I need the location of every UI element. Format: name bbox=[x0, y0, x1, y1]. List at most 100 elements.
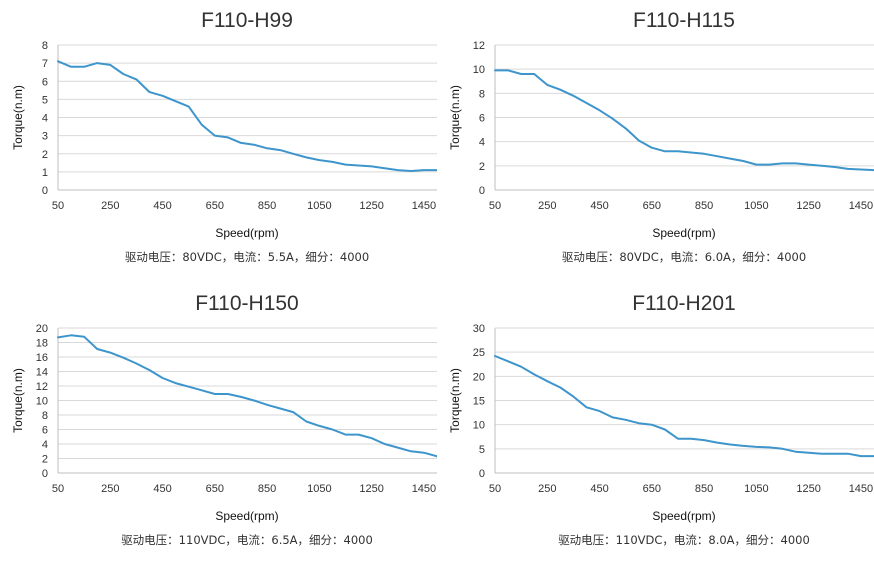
data-point bbox=[494, 69, 496, 71]
chart-panel-4: F110-H201 0 5 10 15 20 25 30 50 250 450 650 850 1050 1… bbox=[437, 283, 874, 565]
data-point bbox=[305, 156, 307, 158]
y-tick-label: 4 bbox=[42, 113, 48, 125]
data-point bbox=[240, 396, 242, 398]
chart-title: F110-H201 bbox=[632, 292, 736, 315]
data-point bbox=[507, 360, 509, 362]
y-tick-label: 0 bbox=[479, 468, 485, 480]
data-point bbox=[227, 136, 229, 138]
x-tick-label: 650 bbox=[643, 483, 661, 495]
y-tick-label: 5 bbox=[479, 444, 485, 456]
data-point bbox=[135, 78, 137, 80]
data-point bbox=[612, 118, 614, 120]
data-point bbox=[703, 153, 705, 155]
data-point bbox=[664, 150, 666, 152]
x-tick-label: 1050 bbox=[307, 200, 331, 212]
x-tick-label: 50 bbox=[52, 200, 64, 212]
data-point bbox=[279, 408, 281, 410]
y-tick-label: 7 bbox=[42, 58, 48, 70]
data-point bbox=[397, 447, 399, 449]
data-point bbox=[384, 443, 386, 445]
chart-4: F110-H201 0 5 10 15 20 25 30 50 250 450 650 850 1050 1… bbox=[448, 292, 874, 547]
chart-panel-1: F110-H99 0 1 2 3 4 5 6 7 8 50 250 450 650 850 1050 1250 1… bbox=[0, 0, 437, 282]
x-tick-label: 450 bbox=[590, 483, 608, 495]
x-tick-label: 1450 bbox=[412, 483, 436, 495]
data-point bbox=[162, 377, 164, 379]
data-point bbox=[162, 95, 164, 97]
y-tick-label: 6 bbox=[42, 425, 48, 437]
data-point bbox=[599, 410, 601, 412]
y-tick-label: 8 bbox=[42, 410, 48, 422]
x-tick-label: 650 bbox=[206, 200, 224, 212]
data-point bbox=[599, 109, 601, 111]
y-tick-label: 4 bbox=[42, 439, 48, 451]
data-point bbox=[847, 168, 849, 170]
y-tick-label: 16 bbox=[36, 352, 48, 364]
x-tick-label: 1250 bbox=[796, 483, 820, 495]
x-tick-label: 1450 bbox=[412, 200, 436, 212]
data-point bbox=[651, 147, 653, 149]
chart-panel-3: F110-H150 0 2 4 6 8 10 12 14 16 18 20 50 250 450 650 850… bbox=[0, 283, 437, 565]
y-axis-label: Torque(n.m) bbox=[11, 368, 25, 433]
data-point bbox=[520, 73, 522, 75]
data-point bbox=[716, 155, 718, 157]
y-axis-label: Torque(n.m) bbox=[448, 85, 462, 150]
data-point bbox=[358, 165, 360, 167]
data-point bbox=[546, 84, 548, 86]
data-point bbox=[742, 445, 744, 447]
x-tick-label: 450 bbox=[153, 200, 171, 212]
y-tick-label: 3 bbox=[42, 131, 48, 143]
chart-caption: 驱动电压：80VDC，电流：6.0A，细分：4000 bbox=[562, 250, 806, 264]
data-point bbox=[559, 387, 561, 389]
data-point bbox=[664, 429, 666, 431]
chart-3: F110-H150 0 2 4 6 8 10 12 14 16 18 20 50 250 450 650 850… bbox=[11, 292, 437, 547]
data-point bbox=[586, 102, 588, 104]
y-axis-label: Torque(n.m) bbox=[448, 368, 462, 433]
data-point bbox=[253, 144, 255, 146]
x-tick-label: 850 bbox=[258, 483, 276, 495]
data-point bbox=[768, 164, 770, 166]
x-tick-label: 1250 bbox=[796, 200, 820, 212]
y-tick-label: 12 bbox=[473, 40, 485, 52]
y-tick-label: 6 bbox=[479, 113, 485, 125]
y-tick-label: 0 bbox=[479, 185, 485, 197]
data-point bbox=[318, 425, 320, 427]
data-point bbox=[729, 444, 731, 446]
data-point bbox=[638, 422, 640, 424]
x-tick-label: 50 bbox=[489, 200, 501, 212]
data-point bbox=[782, 448, 784, 450]
y-tick-label: 4 bbox=[479, 137, 485, 149]
data-point bbox=[292, 153, 294, 155]
data-point bbox=[847, 453, 849, 455]
series-line bbox=[57, 334, 437, 458]
data-point bbox=[305, 421, 307, 423]
y-tick-label: 0 bbox=[42, 185, 48, 197]
data-point bbox=[834, 453, 836, 455]
data-point bbox=[808, 452, 810, 454]
data-point bbox=[201, 124, 203, 126]
data-point bbox=[423, 169, 425, 171]
data-point bbox=[507, 69, 509, 71]
data-point bbox=[109, 352, 111, 354]
series-line bbox=[494, 69, 874, 172]
data-point bbox=[651, 424, 653, 426]
x-tick-label: 850 bbox=[695, 200, 713, 212]
data-point bbox=[240, 142, 242, 144]
chart-panel-2: F110-H115 0 2 4 6 8 10 12 50 250 450 650 850 1050 1250… bbox=[437, 0, 874, 282]
y-tick-label: 12 bbox=[36, 381, 48, 393]
data-point bbox=[149, 91, 151, 93]
y-tick-label: 1 bbox=[42, 167, 48, 179]
data-point bbox=[371, 437, 373, 439]
data-point bbox=[860, 169, 862, 171]
data-point bbox=[821, 453, 823, 455]
data-point bbox=[559, 89, 561, 91]
data-point bbox=[821, 165, 823, 167]
data-point bbox=[175, 100, 177, 102]
y-tick-label: 14 bbox=[36, 367, 48, 379]
data-point bbox=[188, 106, 190, 108]
data-point bbox=[423, 452, 425, 454]
data-point bbox=[808, 164, 810, 166]
data-point bbox=[292, 411, 294, 413]
data-point bbox=[318, 159, 320, 161]
